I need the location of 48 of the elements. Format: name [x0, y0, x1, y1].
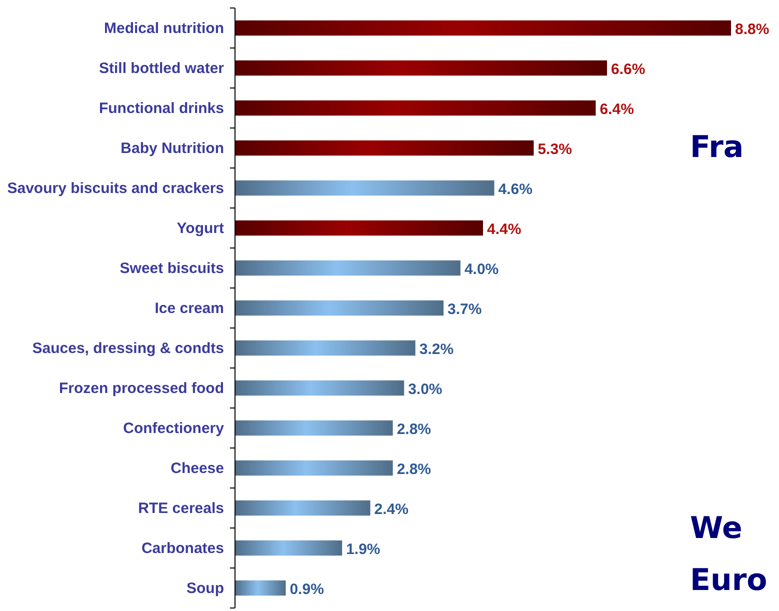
- y-tick-label: Sweet biscuits: [120, 260, 224, 277]
- bar: [235, 540, 342, 556]
- y-tick-label: Soup: [186, 580, 224, 597]
- bar: [235, 100, 596, 116]
- bar: [235, 260, 460, 276]
- bar: [235, 60, 607, 76]
- annotation: Fra: [690, 130, 744, 165]
- y-tick-label: Confectionery: [123, 420, 225, 437]
- y-tick-label: Yogurt: [176, 220, 224, 237]
- data-label: 2.8%: [396, 461, 432, 478]
- bar: [235, 420, 393, 436]
- data-label: 2.8%: [396, 421, 432, 438]
- y-tick-label: Baby Nutrition: [120, 140, 224, 157]
- data-label: 4.6%: [498, 181, 532, 198]
- bar: [235, 140, 534, 156]
- data-label: 3.2%: [419, 341, 454, 358]
- y-tick-label: Savoury biscuits and crackers: [7, 180, 224, 197]
- data-label: 6.4%: [600, 101, 634, 118]
- y-tick-label: Sauces, dressing & condts: [32, 340, 224, 357]
- data-label: 3.0%: [408, 381, 442, 398]
- bar: [235, 340, 416, 356]
- y-tick-label: Cheese: [170, 460, 224, 477]
- bar: [235, 180, 494, 196]
- data-label: 5.3%: [538, 141, 572, 158]
- bar: [235, 500, 370, 516]
- bar: [235, 460, 393, 476]
- data-label: 2.4%: [374, 501, 408, 518]
- data-label: 6.6%: [611, 61, 646, 78]
- y-tick-label: RTE cereals: [138, 500, 224, 517]
- y-tick-label: Frozen processed food: [58, 380, 224, 397]
- bar: [235, 300, 444, 316]
- data-label: 4.0%: [464, 261, 499, 278]
- y-tick-label: Functional drinks: [98, 100, 224, 117]
- bar: [235, 580, 286, 596]
- y-tick-label: Still bottled water: [98, 60, 224, 77]
- data-label: 4.4%: [487, 221, 522, 238]
- data-label: 8.8%: [735, 21, 770, 38]
- annotation: Euro: [690, 563, 768, 598]
- annotation: We: [690, 511, 742, 546]
- y-tick-label: Medical nutrition: [104, 20, 224, 37]
- bar: [235, 20, 731, 36]
- data-label: 1.9%: [346, 541, 380, 558]
- bar: [235, 220, 483, 236]
- y-tick-label: Carbonates: [141, 540, 224, 557]
- y-tick-label: Ice cream: [154, 300, 224, 317]
- data-label: 3.7%: [448, 301, 482, 318]
- data-label: 0.9%: [290, 581, 324, 598]
- bar: [235, 380, 404, 396]
